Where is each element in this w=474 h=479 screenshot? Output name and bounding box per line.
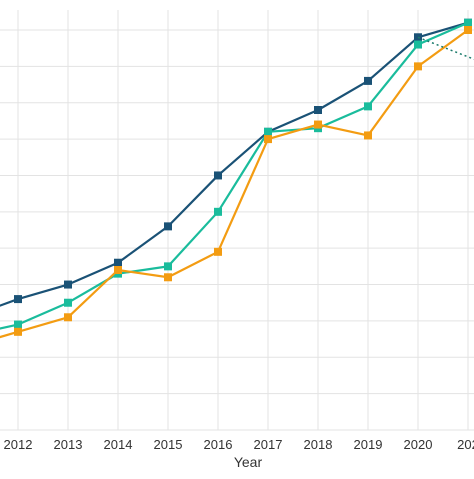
data-point — [264, 135, 272, 144]
series-line-0 — [0, 21, 469, 307]
x-axis-title: Year — [234, 454, 263, 470]
series-line-3 — [417, 36, 474, 61]
x-tick-label: 2012 — [4, 437, 33, 452]
x-tick-label: 2019 — [354, 437, 383, 452]
grid — [0, 10, 474, 431]
x-tick-label: 202 — [457, 437, 474, 452]
data-point — [364, 102, 372, 111]
data-point — [414, 40, 422, 49]
x-tick-label: 2017 — [254, 437, 283, 452]
data-point — [364, 76, 372, 85]
x-tick-label: 2016 — [204, 437, 233, 452]
x-tick-label: 2015 — [154, 437, 183, 452]
series-layer — [0, 18, 474, 339]
data-point — [14, 295, 22, 304]
x-tick-label: 2013 — [54, 437, 83, 452]
x-tick-label: 2014 — [104, 437, 133, 452]
data-point — [414, 62, 422, 71]
data-point — [214, 171, 222, 180]
data-point — [64, 313, 72, 322]
data-point — [14, 320, 22, 329]
data-point — [464, 18, 472, 27]
x-tick-labels: 2012 2013 2014 2015 2016 2017 2018 2019 2020 202 — [4, 437, 474, 452]
data-point — [364, 131, 372, 140]
data-point — [64, 280, 72, 289]
data-point — [164, 262, 172, 271]
data-point — [214, 207, 222, 216]
data-point — [114, 258, 122, 267]
x-tick-label: 2018 — [304, 437, 333, 452]
data-point — [214, 247, 222, 256]
x-tick-label: 2020 — [404, 437, 433, 452]
data-point — [64, 298, 72, 307]
data-point — [264, 127, 272, 136]
data-point — [314, 106, 322, 114]
data-point — [464, 26, 472, 34]
data-point — [164, 222, 172, 231]
series-line-1 — [0, 21, 469, 330]
data-point — [314, 120, 322, 129]
data-point — [114, 266, 122, 274]
data-point — [14, 327, 22, 336]
data-point — [164, 273, 172, 282]
